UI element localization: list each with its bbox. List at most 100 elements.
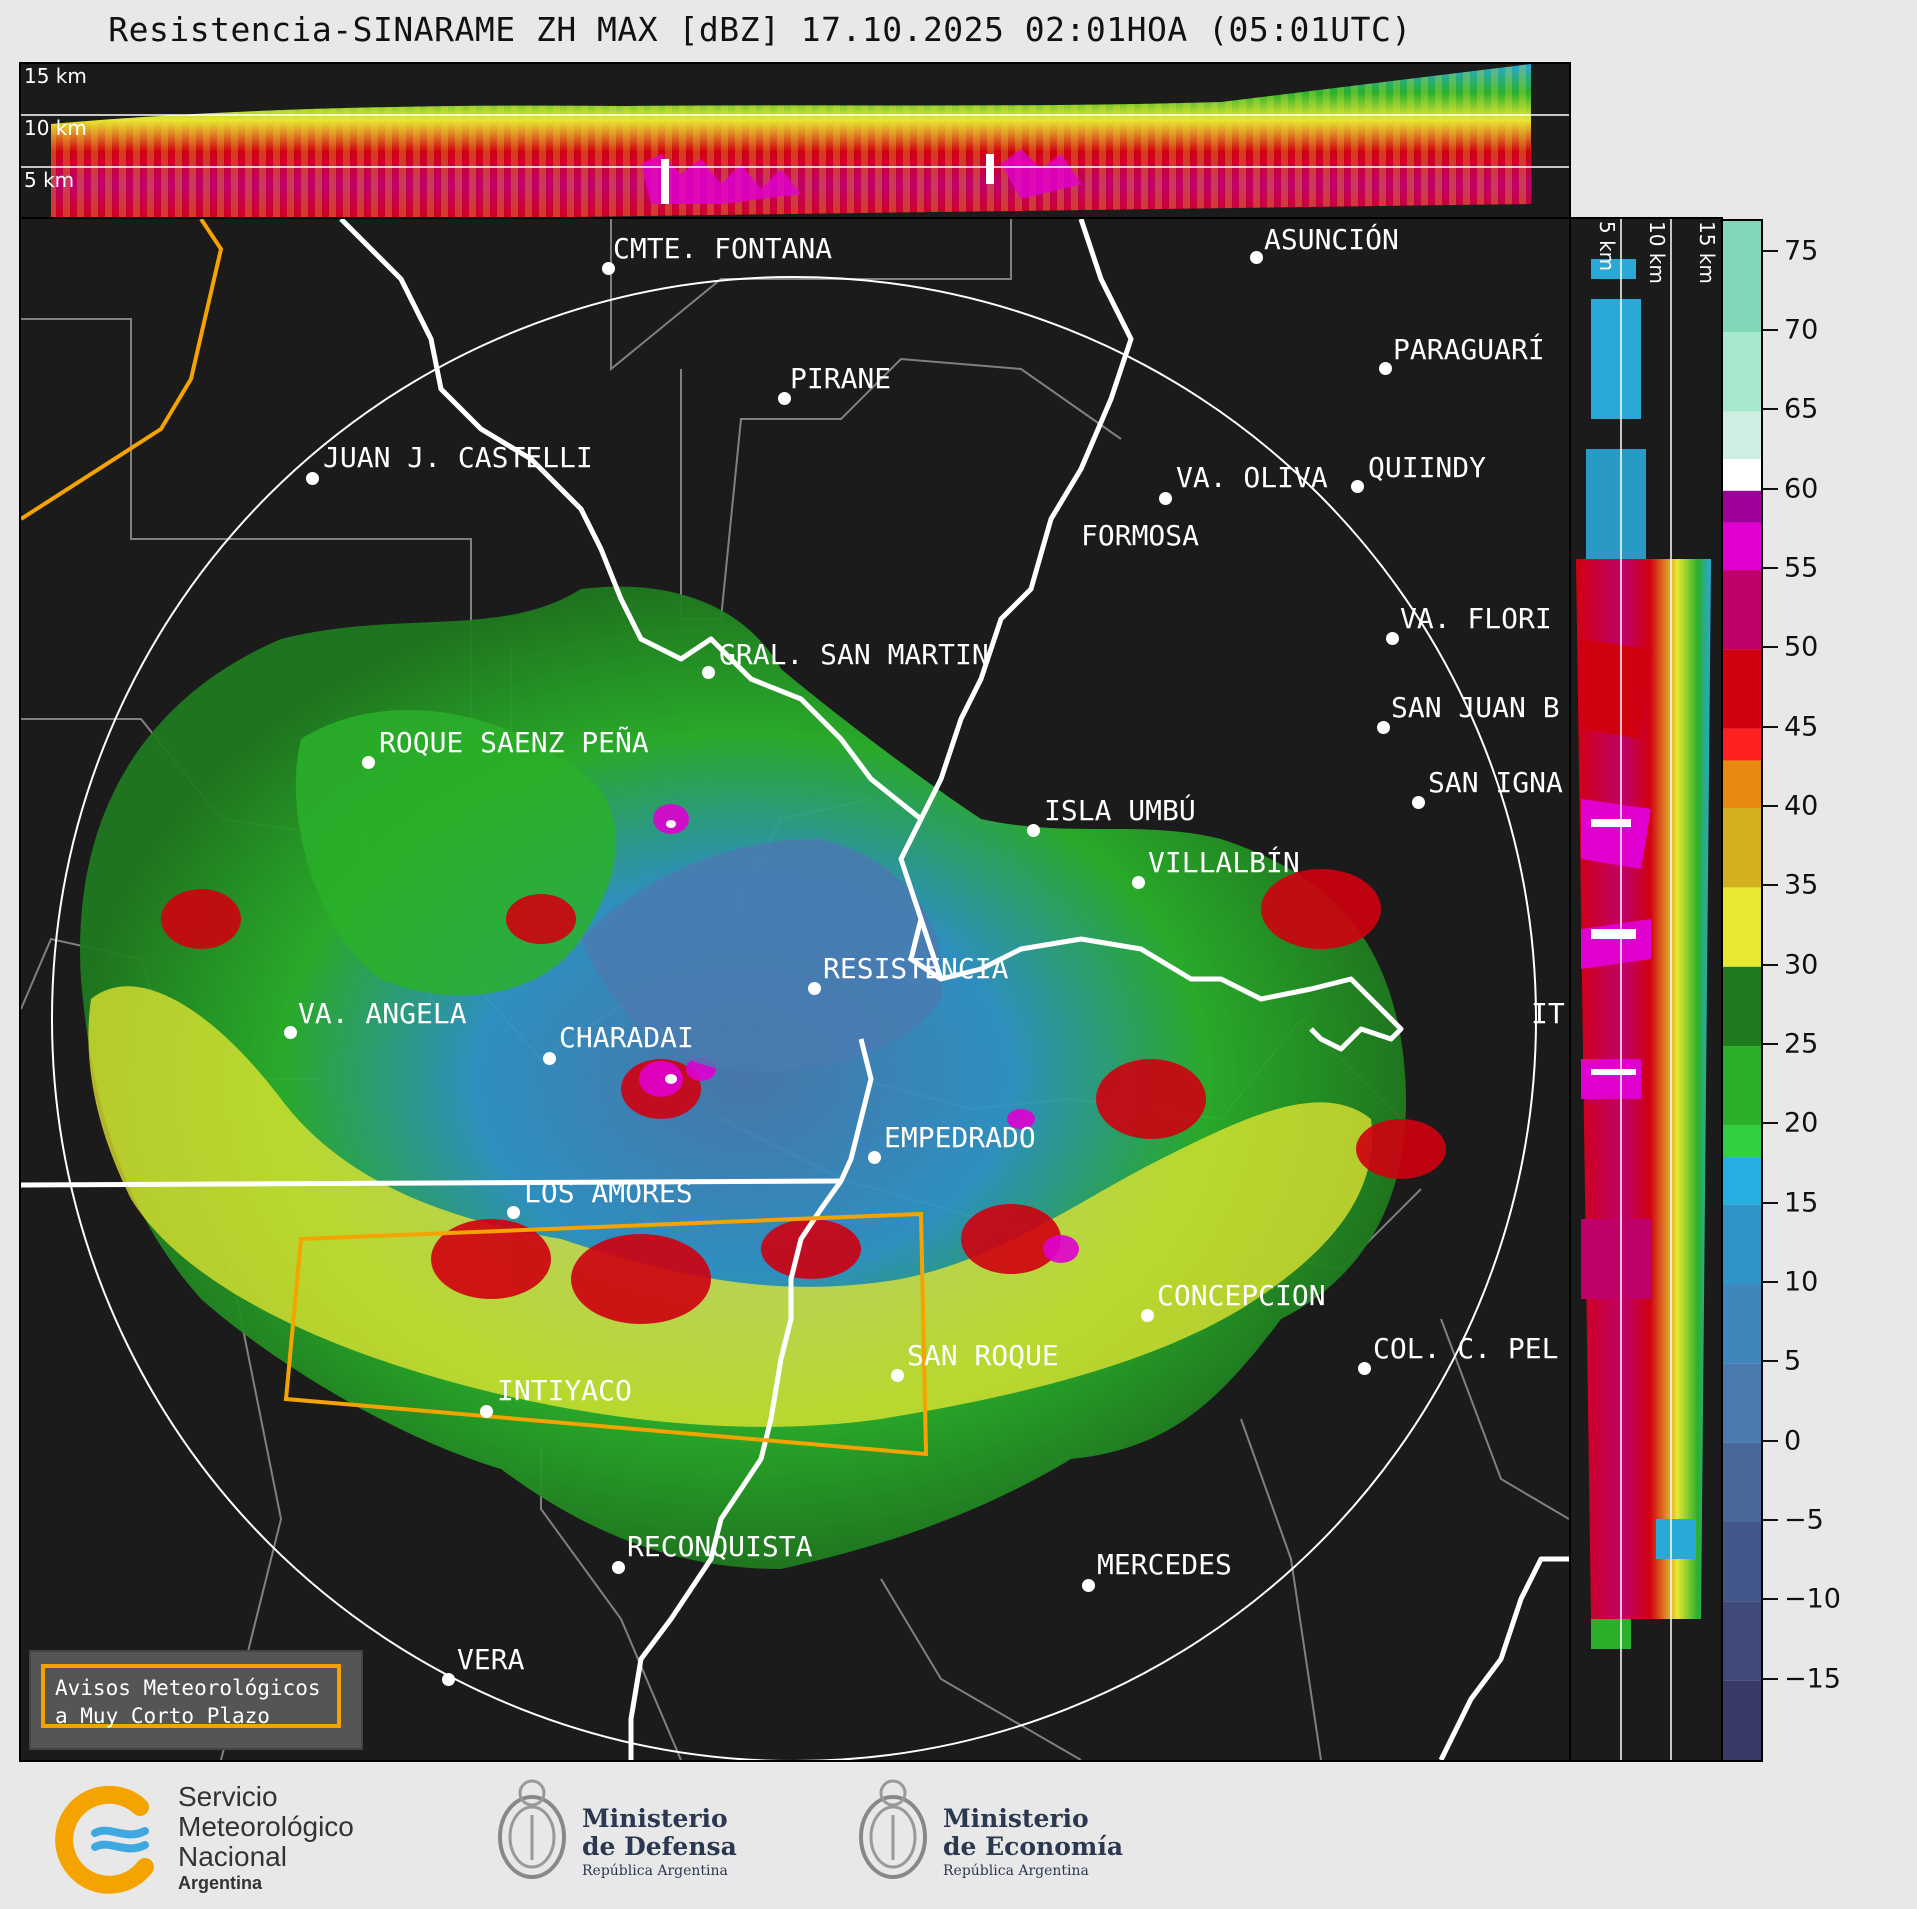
city-label: CMTE. FONTANA xyxy=(613,232,833,265)
radar-map[interactable]: CMTE. FONTANA ASUNCIÓN PIRANE PARAGUARÍ … xyxy=(19,217,1571,1762)
city-label: JUAN J. CASTELLI xyxy=(323,441,593,474)
city-dot xyxy=(1379,362,1392,375)
city-label: COL. C. PEL xyxy=(1373,1332,1559,1365)
city-label: FORMOSA xyxy=(1081,519,1200,552)
colorbar-segment xyxy=(1723,1442,1761,1523)
colorbar-segment xyxy=(1723,1601,1761,1681)
colorbar-segment xyxy=(1723,1125,1761,1158)
colorbar-tick xyxy=(1762,1677,1778,1680)
colorbar-tick-label: 55 xyxy=(1784,552,1819,584)
colorbar-segment xyxy=(1723,1204,1761,1285)
colorbar-tick xyxy=(1762,725,1778,728)
colorbar-segment xyxy=(1723,458,1761,491)
smn-line-1: Servicio xyxy=(178,1781,278,1812)
city-dot xyxy=(1377,721,1390,734)
colorbar-segment xyxy=(1723,966,1761,1047)
economia-line-1: Ministerio xyxy=(943,1804,1089,1833)
colorbar-tick-label: 20 xyxy=(1784,1107,1819,1139)
right-km-label-5: 5 km xyxy=(1595,221,1619,272)
defensa-line-1: Ministerio xyxy=(582,1804,728,1833)
warning-legend-box[interactable]: Avisos Meteorológicos a Muy Corto Plazo xyxy=(29,1650,363,1750)
city-dot xyxy=(1141,1309,1154,1322)
colorbar-tick xyxy=(1762,805,1778,808)
colorbar-segment xyxy=(1723,522,1761,571)
colorbar-tick-label: 65 xyxy=(1784,393,1819,425)
defensa-line-3: República Argentina xyxy=(582,1863,728,1879)
colorbar-segment xyxy=(1723,1363,1761,1443)
colorbar xyxy=(1721,219,1763,1762)
city-label: QUIINDY xyxy=(1368,451,1487,484)
smn-logo-text: Servicio Meteorológico Nacional Argentin… xyxy=(178,1782,354,1894)
radar-map-graphic xyxy=(21,219,1569,1760)
colorbar-tick xyxy=(1762,408,1778,411)
city-label: CHARADAI xyxy=(559,1021,694,1054)
colorbar-segment xyxy=(1723,1680,1761,1760)
colorbar-segment xyxy=(1723,570,1761,650)
right-cross-section-graphic xyxy=(1576,219,1711,1760)
economia-line-2: de Economía xyxy=(943,1832,1124,1861)
smn-logo-icon xyxy=(55,1785,154,1894)
city-dot xyxy=(808,982,821,995)
colorbar-segment xyxy=(1723,221,1761,333)
colorbar-segment xyxy=(1723,760,1761,809)
city-label: PARAGUARÍ xyxy=(1393,333,1545,366)
smn-line-2: Meteorológico xyxy=(178,1811,354,1842)
colorbar-tick-label: 45 xyxy=(1784,711,1819,743)
city-dot xyxy=(1027,824,1040,837)
colorbar-tick-label: 10 xyxy=(1784,1266,1819,1298)
smn-line-3: Nacional xyxy=(178,1841,287,1872)
city-dot xyxy=(284,1026,297,1039)
city-dot xyxy=(1132,876,1145,889)
colorbar-tick-label: 15 xyxy=(1784,1187,1819,1219)
warning-line-1: Avisos Meteorológicos xyxy=(55,1676,321,1700)
warning-polygon-north[interactable] xyxy=(21,219,224,521)
city-dot xyxy=(702,666,715,679)
colorbar-tick-label: 50 xyxy=(1784,631,1819,663)
economia-logo-text: Ministerio de Economía República Argenti… xyxy=(943,1805,1123,1881)
city-label: PIRANE xyxy=(790,362,892,395)
city-dot xyxy=(543,1052,556,1065)
colorbar-segment xyxy=(1723,649,1761,729)
colorbar-tick xyxy=(1762,329,1778,332)
city-label: IT xyxy=(1531,997,1565,1030)
city-dot xyxy=(778,392,791,405)
colorbar-graphic xyxy=(1723,221,1761,1760)
colorbar-segment xyxy=(1723,1522,1761,1602)
city-dot xyxy=(1250,251,1263,264)
colorbar-tick xyxy=(1762,567,1778,570)
colorbar-tick-label: 40 xyxy=(1784,790,1819,822)
top-km-label-5: 5 km xyxy=(24,168,75,192)
city-label: SAN IGNA xyxy=(1428,766,1563,799)
city-dot xyxy=(1412,796,1425,809)
city-label: ASUNCIÓN xyxy=(1264,223,1399,256)
city-dot xyxy=(1386,632,1399,645)
city-label: INTIYACO xyxy=(497,1374,632,1407)
city-dot xyxy=(1351,480,1364,493)
colorbar-tick-label: 35 xyxy=(1784,869,1819,901)
top-cross-section-graphic xyxy=(21,64,1569,218)
warning-polygon[interactable] xyxy=(283,1211,929,1457)
city-dot xyxy=(306,472,319,485)
city-dot xyxy=(602,262,615,275)
colorbar-segment xyxy=(1723,490,1761,523)
city-dot xyxy=(480,1405,493,1418)
colorbar-tick xyxy=(1762,963,1778,966)
top-km-label-10: 10 km xyxy=(24,116,87,140)
chart-title: Resistencia-SINARAME ZH MAX [dBZ] 17.10.… xyxy=(108,10,1412,49)
city-label: ROQUE SAENZ PEÑA xyxy=(379,726,649,759)
city-label: SAN JUAN B xyxy=(1391,691,1560,724)
colorbar-tick xyxy=(1762,1122,1778,1125)
city-label: VA. FLORI xyxy=(1400,602,1552,635)
right-km-label-10: 10 km xyxy=(1645,221,1669,284)
warning-line-2: a Muy Corto Plazo xyxy=(55,1704,270,1728)
colorbar-tick xyxy=(1762,1519,1778,1521)
colorbar-tick-label: 0 xyxy=(1784,1425,1802,1457)
city-label: SAN ROQUE xyxy=(907,1339,1059,1372)
colorbar-segment xyxy=(1723,1046,1761,1126)
colorbar-segment xyxy=(1723,728,1761,761)
defensa-line-2: de Defensa xyxy=(582,1832,737,1861)
right-km-label-15: 15 km xyxy=(1695,221,1719,284)
colorbar-segment xyxy=(1723,1284,1761,1364)
colorbar-segment xyxy=(1723,1157,1761,1205)
city-dot xyxy=(362,756,375,769)
